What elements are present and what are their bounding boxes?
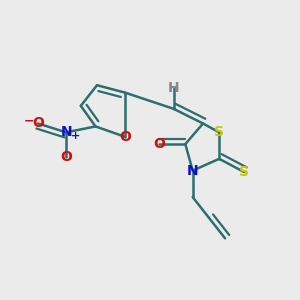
Text: S: S [239, 165, 249, 179]
Text: N: N [60, 125, 72, 139]
Text: O: O [119, 130, 131, 144]
Text: N: N [187, 164, 199, 178]
Text: −: − [24, 114, 34, 127]
Text: H: H [168, 81, 179, 95]
Text: O: O [153, 137, 165, 151]
Text: +: + [71, 131, 80, 141]
Text: O: O [60, 150, 72, 164]
Text: H: H [169, 82, 178, 95]
Text: O: O [32, 116, 44, 130]
Text: S: S [214, 125, 224, 139]
